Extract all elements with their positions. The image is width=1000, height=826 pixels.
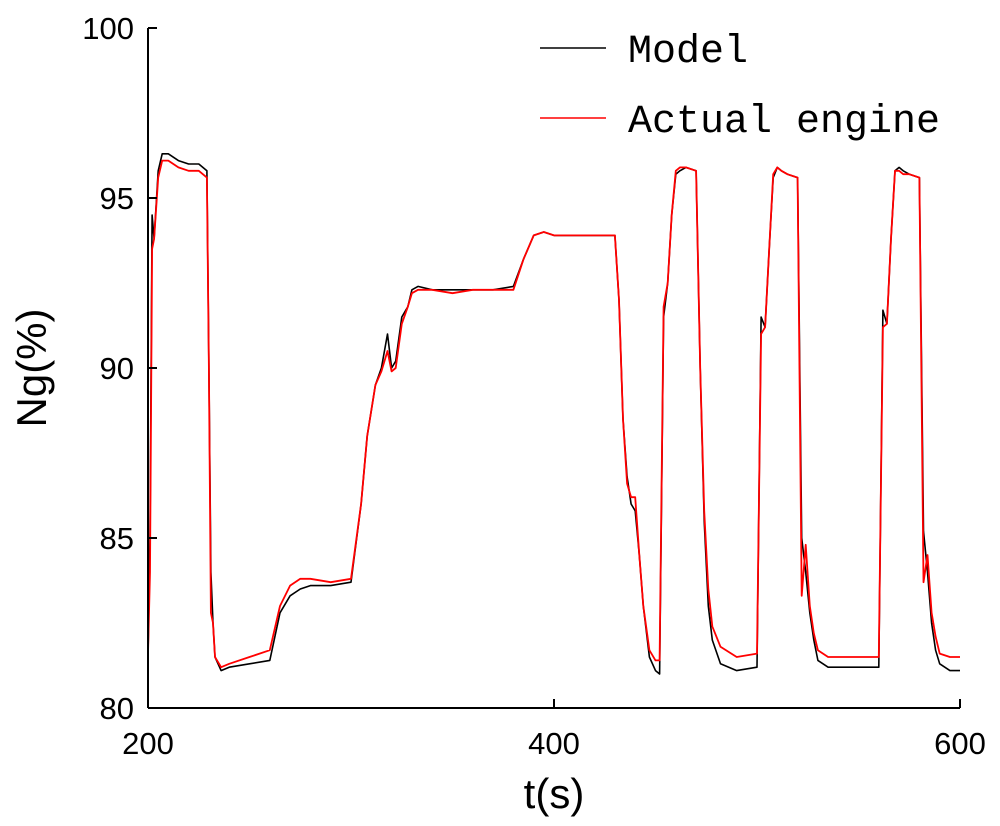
y-tick-label: 80 [100,691,134,726]
y-tick-label: 85 [100,521,134,556]
y-tick-label: 95 [100,181,134,216]
legend-label: Actual engine [628,100,940,145]
x-tick-label: 600 [934,726,986,761]
series-line-actual-engine [147,159,960,669]
series-line-model [147,153,960,675]
y-tick-label: 90 [100,351,134,386]
legend-label: Model [628,30,748,75]
y-tick-label: 100 [82,11,134,46]
x-tick-label: 200 [122,726,174,761]
y-axis-label: Ng(%) [8,308,55,427]
x-axis-label: t(s) [524,770,585,817]
legend: Model Actual engine [540,30,940,145]
x-tick-label: 400 [528,726,580,761]
ticks: 80 85 90 95 100 200 400 600 [82,11,986,761]
plot-lines [147,153,960,675]
